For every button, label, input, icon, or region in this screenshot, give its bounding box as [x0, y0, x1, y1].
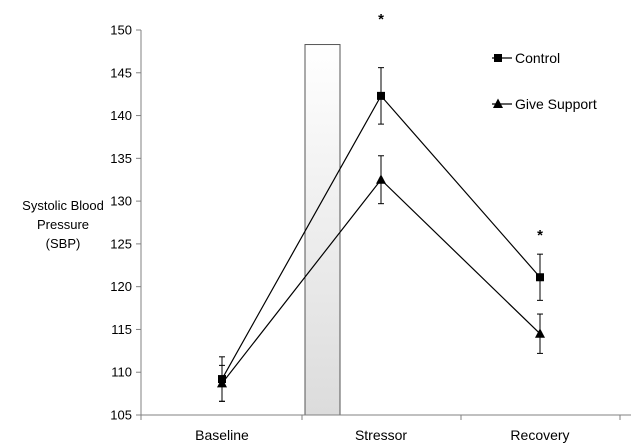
y-axis-label-line-1: Systolic Blood — [22, 198, 104, 213]
y-axis-label-line-2: Pressure — [37, 217, 89, 232]
stressor-bar-layer — [304, 44, 341, 416]
x-tick-label-stressor: Stressor — [355, 427, 407, 443]
legend-marker-give-support — [493, 98, 503, 108]
y-tick-label-110: 110 — [111, 365, 132, 380]
point-give-support-0 — [217, 377, 227, 388]
y-tick-label-140: 140 — [110, 108, 132, 123]
point-give-support-1 — [376, 174, 386, 184]
stressor-bar — [304, 44, 341, 416]
legend-item-give-support: Give Support — [492, 96, 597, 112]
significance-asterisk-stressor: * — [378, 11, 384, 28]
axes: 105 110 115 120 125 130 135 140 145 150 Baseline St… — [110, 23, 631, 443]
series-layer: ** — [217, 11, 545, 402]
legend-label-control: Control — [515, 50, 560, 66]
legend-marker-control — [494, 54, 502, 62]
legend-item-control: Control — [492, 50, 560, 66]
x-tick-label-recovery: Recovery — [510, 427, 569, 443]
y-tick-label-135: 135 — [110, 151, 132, 166]
y-tick-label-125: 125 — [110, 236, 132, 251]
series-give-support — [217, 155, 545, 402]
y-axis-label-line-3: (SBP) — [46, 236, 81, 251]
point-control-2 — [536, 273, 544, 282]
series-line-give-support — [221, 178, 541, 384]
legend: Control Give Support — [492, 50, 597, 112]
legend-label-give-support: Give Support — [515, 96, 597, 112]
point-control-1 — [377, 91, 385, 100]
series-line-control — [221, 94, 541, 380]
y-tick-label-105: 105 — [110, 408, 132, 423]
y-tick-label-120: 120 — [110, 279, 132, 294]
y-tick-label-150: 150 — [110, 23, 132, 38]
y-tick-label-130: 130 — [110, 194, 132, 209]
y-tick-label-145: 145 — [110, 65, 132, 80]
y-axis-label: Systolic Blood Pressure (SBP) — [22, 198, 104, 251]
significance-asterisk-recovery: * — [537, 227, 543, 244]
x-tick-label-baseline: Baseline — [195, 427, 249, 443]
point-give-support-2 — [535, 328, 545, 338]
y-tick-label-115: 115 — [111, 322, 132, 337]
series-control — [218, 67, 544, 402]
